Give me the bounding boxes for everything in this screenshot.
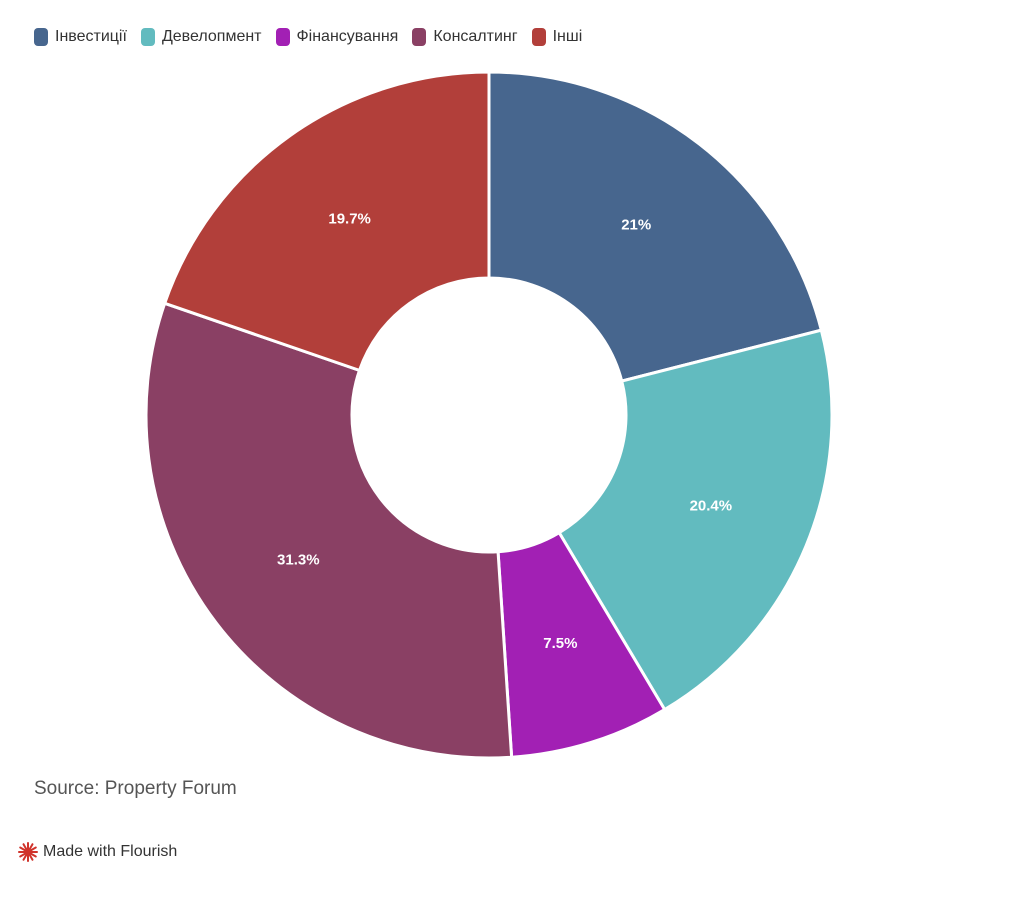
legend-swatch [531, 28, 546, 46]
legend-label: Девелопмент [161, 28, 262, 45]
slice-data-label: 21% [621, 216, 651, 233]
legend-swatch [275, 28, 290, 46]
slice-data-label: 19.7% [328, 211, 371, 228]
legend-item[interactable]: Фінансування [275, 28, 399, 46]
legend-label: Фінансування [296, 28, 399, 45]
legend-swatch [140, 28, 155, 46]
slice-data-label: 7.5% [543, 635, 577, 652]
legend-swatch [412, 28, 427, 46]
legend-label: Консалтинг [433, 28, 518, 45]
donut-slice[interactable] [144, 301, 514, 760]
legend-item[interactable]: Консалтинг [412, 28, 518, 46]
legend-label: Інші [552, 28, 583, 45]
legend: Інвестиції Девелопмент Фінансування Консалт… [34, 28, 596, 46]
slice-data-label: 31.3% [277, 552, 320, 569]
flourish-logo-icon [18, 842, 38, 862]
source-note: Source: Property Forum [34, 778, 237, 799]
credit-label: Made with Flourish [43, 843, 178, 860]
legend-item[interactable]: Девелопмент [140, 28, 262, 46]
legend-item[interactable]: Інвестиції [34, 28, 127, 46]
legend-item[interactable]: Інші [531, 28, 583, 46]
donut-slice[interactable] [557, 328, 834, 712]
data-labels: 21% 20.4% 7.5% 31.3% 19.7% [277, 211, 732, 653]
made-with-flourish-link[interactable]: Made with Flourish [18, 842, 177, 862]
legend-label: Інвестиції [55, 28, 127, 45]
legend-swatch [34, 28, 48, 46]
slice-data-label: 20.4% [690, 498, 733, 515]
donut-slice[interactable] [487, 70, 824, 383]
slices [144, 70, 834, 760]
donut-slice[interactable] [162, 70, 491, 373]
